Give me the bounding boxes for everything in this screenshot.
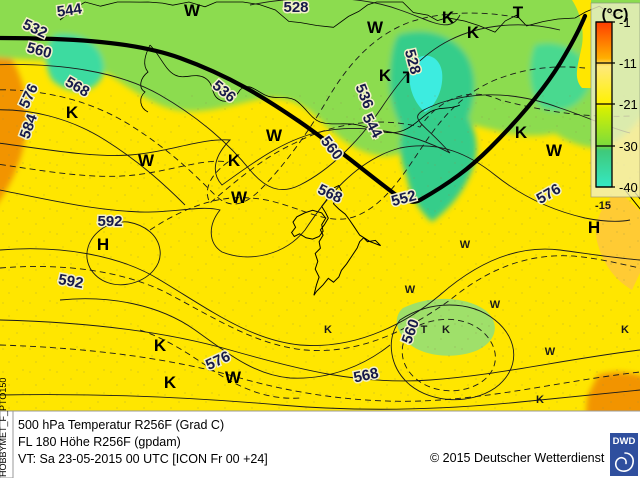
svg-text:H: H [97, 235, 109, 254]
svg-text:528: 528 [283, 0, 308, 16]
svg-text:W: W [138, 151, 155, 170]
svg-text:T: T [513, 3, 524, 22]
svg-text:K: K [379, 66, 392, 85]
svg-text:-1: -1 [619, 15, 631, 30]
svg-text:W: W [266, 126, 283, 145]
svg-text:K: K [154, 336, 167, 355]
svg-text:W: W [546, 141, 563, 160]
svg-text:W: W [184, 1, 201, 20]
svg-text:K: K [66, 103, 79, 122]
svg-text:544: 544 [56, 0, 84, 20]
svg-text:W: W [367, 18, 384, 37]
svg-text:K: K [442, 324, 450, 336]
svg-text:W: W [405, 284, 416, 296]
svg-text:K: K [515, 123, 528, 142]
svg-text:K: K [228, 151, 241, 170]
svg-text:K: K [621, 324, 629, 336]
svg-text:FL 180 Höhe R256F (gpdam): FL 180 Höhe R256F (gpdam) [18, 435, 181, 449]
svg-text:-21: -21 [619, 97, 638, 112]
svg-text:W: W [460, 239, 471, 251]
svg-text:592: 592 [97, 213, 122, 230]
svg-text:K: K [467, 23, 480, 42]
svg-text:-30: -30 [619, 139, 638, 154]
svg-text:K: K [324, 324, 332, 336]
svg-text:W: W [225, 368, 242, 387]
svg-text:-40: -40 [619, 180, 638, 195]
svg-text:© 2015 Deutscher Wetterdienst: © 2015 Deutscher Wetterdienst [430, 451, 605, 465]
svg-text:K: K [536, 394, 544, 406]
svg-text:H: H [588, 218, 600, 237]
svg-text:K: K [442, 8, 455, 27]
svg-text:500 hPa Temperatur R256F (Grad: 500 hPa Temperatur R256F (Grad C) [18, 418, 224, 432]
svg-text:W: W [490, 299, 501, 311]
svg-text:VT: Sa 23-05-2015 00 UTC [ICON: VT: Sa 23-05-2015 00 UTC [ICON Fr 00 +24… [18, 452, 268, 466]
svg-text:W: W [545, 346, 556, 358]
svg-text:-11: -11 [619, 56, 637, 71]
svg-text:W: W [231, 188, 248, 207]
svg-text:-15: -15 [595, 200, 611, 212]
svg-text:HOBBYMET_F_PTO150: HOBBYMET_F_PTO150 [0, 378, 8, 477]
svg-text:DWD: DWD [613, 436, 636, 447]
svg-text:K: K [164, 373, 177, 392]
